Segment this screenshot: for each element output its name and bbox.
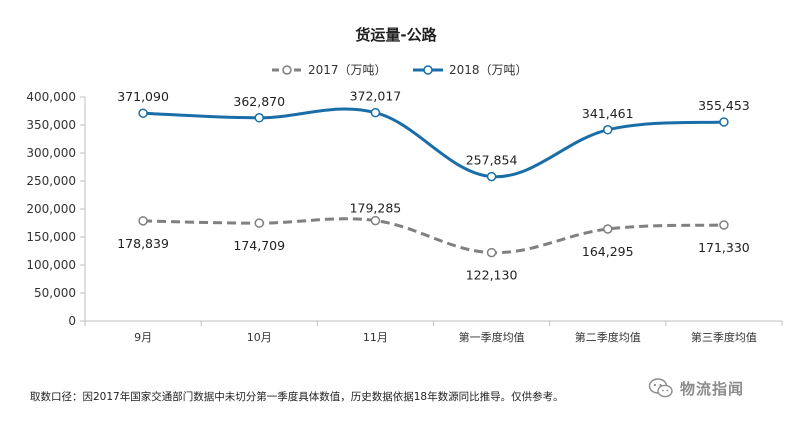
data-point-2018 (370, 107, 381, 118)
y-tick-label: 100,000 (26, 258, 76, 272)
legend-marker-2018 (423, 65, 433, 75)
data-point-2018 (719, 117, 729, 127)
x-tick-label: 9月 (134, 331, 152, 344)
data-label-2017: 164,295 (582, 244, 634, 259)
wechat-icon (648, 378, 673, 398)
x-tick-label: 第三季度均值 (691, 330, 757, 344)
data-label-2017: 122,130 (466, 268, 518, 283)
legend-marker-2017 (282, 65, 292, 75)
data-point-2018 (603, 125, 613, 135)
axes: 0 50,000 100,000 150,000 200,000 250,000 300,0… (26, 90, 783, 344)
data-label-2018: 372,017 (350, 89, 402, 104)
data-label-2018: 362,870 (233, 94, 285, 109)
data-point-2018 (254, 113, 264, 123)
y-tick-label: 250,000 (26, 174, 76, 188)
data-point-2018 (486, 171, 497, 182)
data-point-2017 (138, 216, 148, 226)
data-label-2018: 355,453 (698, 98, 750, 113)
series-line-2018 (143, 107, 725, 179)
data-label-2018: 371,090 (117, 89, 169, 104)
legend-item-2017: 2017（万吨） (272, 63, 387, 77)
y-tick-label: 400,000 (26, 90, 76, 104)
y-tick-label: 200,000 (26, 202, 76, 216)
legend-item-2018: 2018（万吨） (413, 63, 528, 77)
y-tick-label: 0 (68, 314, 76, 328)
data-point-2017 (370, 215, 381, 226)
y-tick-label: 50,000 (34, 286, 76, 300)
data-point-2017 (603, 224, 613, 234)
chart-title: 货运量-公路 (355, 26, 437, 44)
legend-label-2017: 2017（万吨） (308, 63, 387, 77)
y-tick-label: 300,000 (26, 146, 76, 160)
data-point-2017 (719, 220, 729, 230)
legend-label-2018: 2018（万吨） (449, 63, 528, 77)
series-2018: 371,090 362,870 372,017 257,854 341,461 355,4… (117, 89, 750, 182)
data-label-2017: 174,709 (233, 238, 285, 253)
data-label-2017: 178,839 (117, 236, 169, 251)
data-label-2018: 257,854 (466, 153, 518, 168)
x-tick-label: 第二季度均值 (575, 330, 641, 344)
watermark-text: 物流指闻 (680, 379, 745, 398)
x-tick-label: 第一季度均值 (459, 330, 525, 344)
data-point-2017 (254, 218, 264, 228)
data-point-2017 (486, 247, 497, 258)
footnote: 取数口径：因2017年国家交通部门数据中未切分第一季度具体数值，历史数据依据18… (30, 391, 564, 403)
x-tick-label: 10月 (247, 331, 272, 344)
watermark: 物流指闻 (648, 377, 744, 399)
y-tick-label: 350,000 (26, 118, 76, 132)
data-label-2017: 171,330 (698, 240, 750, 255)
x-tick-label: 11月 (363, 331, 388, 344)
data-label-2017: 179,285 (350, 201, 402, 216)
data-label-2018: 341,461 (582, 106, 634, 121)
data-point-2018 (138, 108, 148, 118)
series-2017: 178,839 174,709 179,285 122,130 164,295 171,3… (117, 201, 750, 283)
legend: 2017（万吨） 2018（万吨） (272, 63, 528, 77)
series-line-2017 (143, 217, 724, 255)
y-tick-label: 150,000 (26, 230, 76, 244)
